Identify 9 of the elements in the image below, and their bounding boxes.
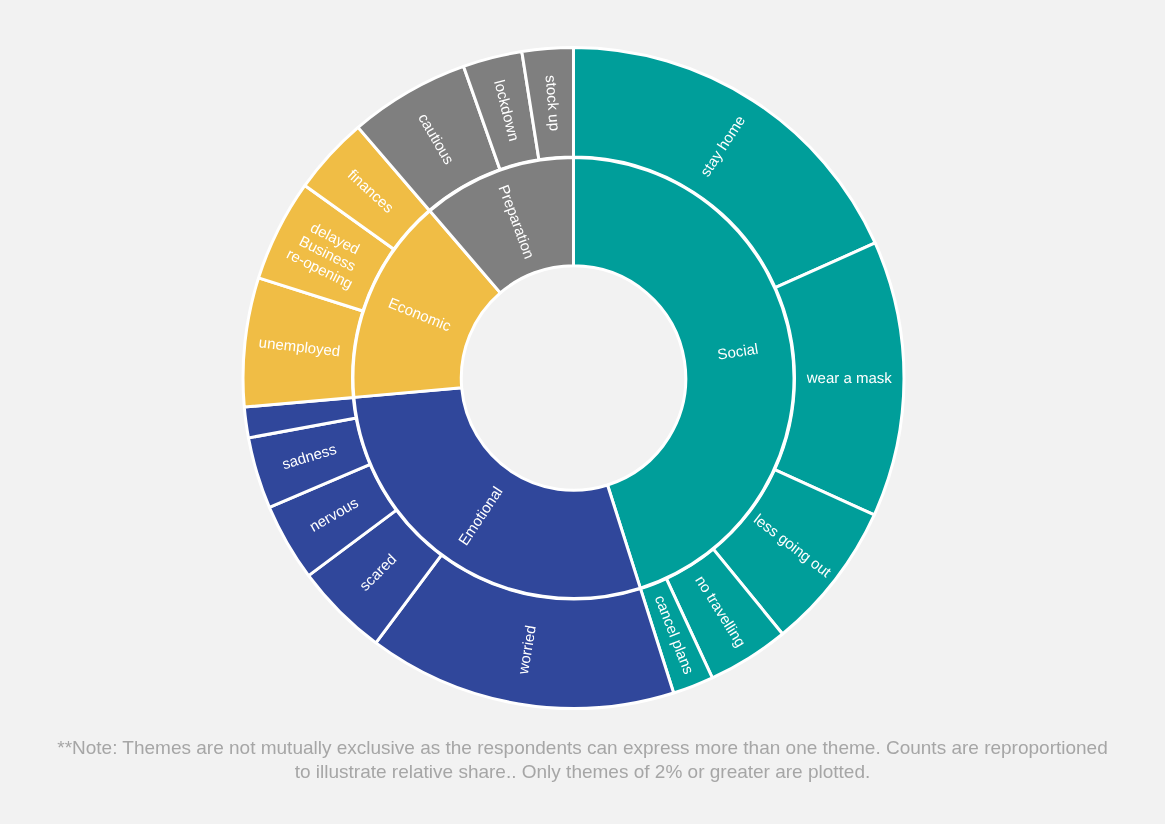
slice-label: cancel plans [651,592,698,677]
slice-label: unemployed [258,333,342,360]
slice-label: Social [716,339,760,363]
text: **Note: Themes are not mutually exclusive as the respondents can express more than one theme. Counts are reproportioned to illustrate relative share.. Only themes of 2% or greater are plotted. [56,736,1109,784]
slice-label: worried [513,624,539,677]
slice-label: lockdown [491,77,523,143]
slice-label: wear a mask [805,368,893,387]
slice-label: sadness [279,439,339,473]
slice-label: stock up [542,74,564,132]
